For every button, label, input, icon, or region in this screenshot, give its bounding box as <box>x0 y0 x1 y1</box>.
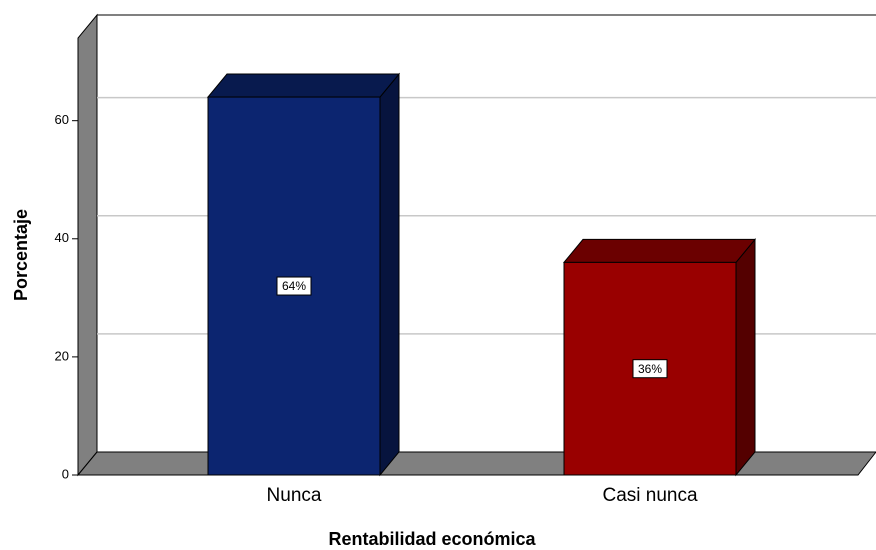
y-axis-title: Porcentaje <box>11 209 31 301</box>
bar-side <box>379 72 400 477</box>
value-label: 64% <box>282 279 306 293</box>
value-label: 36% <box>638 362 662 376</box>
x-tick-label: Nunca <box>267 485 322 506</box>
bar <box>562 238 757 477</box>
value-label-box <box>632 359 668 379</box>
y-tick-label: 40 <box>55 230 69 245</box>
bar-top <box>562 238 757 263</box>
left-wall <box>77 13 98 477</box>
bar-front <box>207 96 381 476</box>
bar <box>206 72 401 477</box>
y-tick-label: 20 <box>55 348 69 363</box>
floor <box>76 451 876 476</box>
y-tick-label: 0 <box>62 466 69 481</box>
y-tick-label: 60 <box>55 112 69 127</box>
value-label-box <box>276 276 312 296</box>
x-axis-title: Rentabilidad económica <box>328 529 536 549</box>
bar-top <box>206 73 401 98</box>
x-tick-label: Casi nunca <box>602 485 697 506</box>
bar-side <box>735 238 756 477</box>
